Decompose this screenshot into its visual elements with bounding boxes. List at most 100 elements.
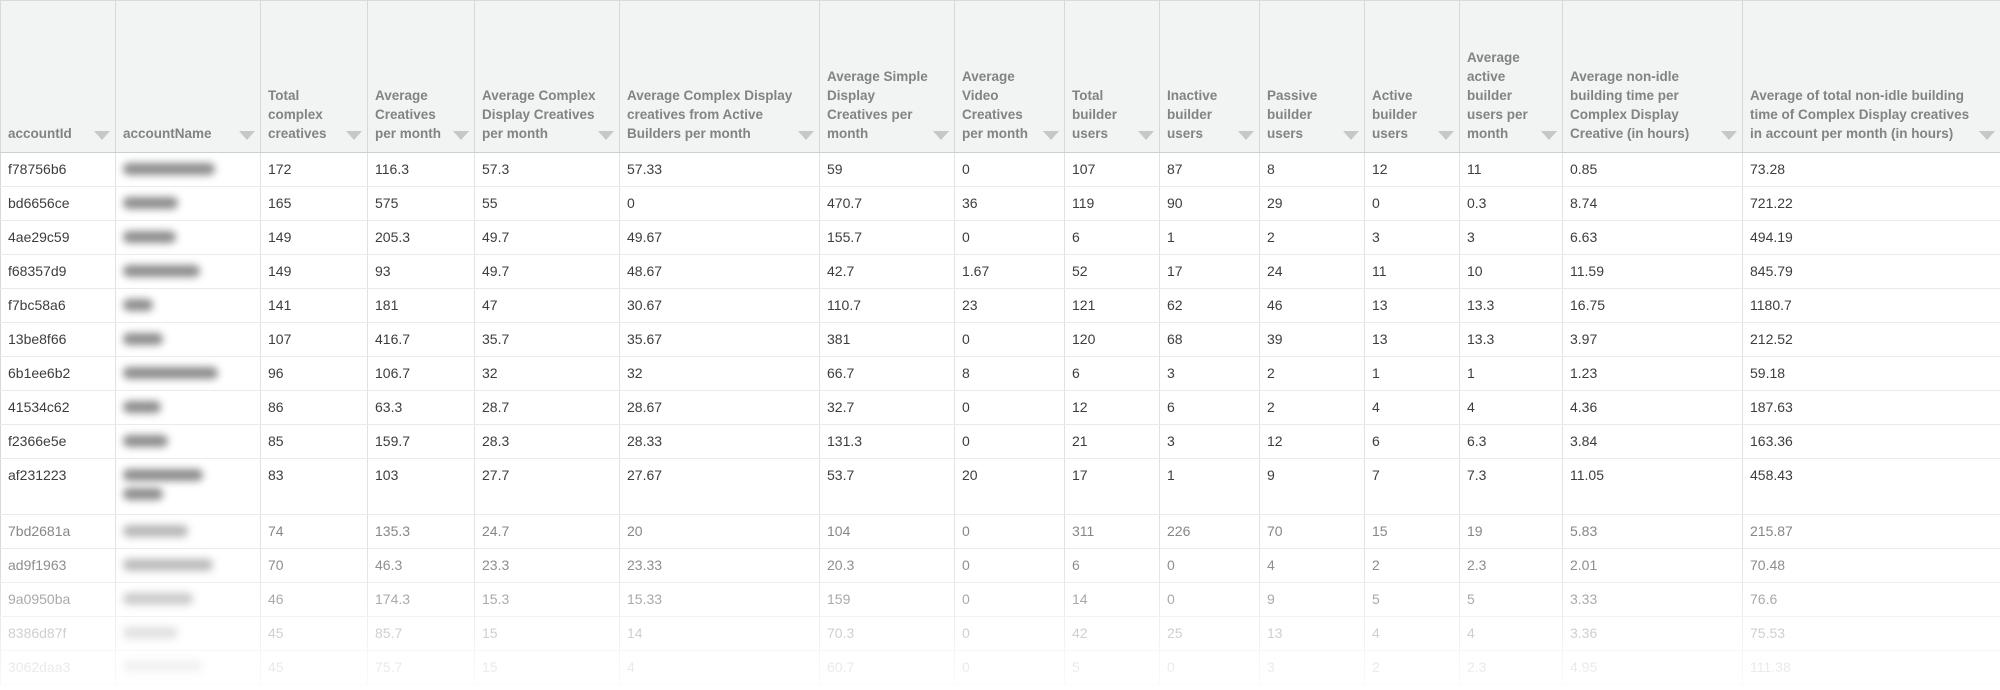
filter-dropdown-icon[interactable] [1979,131,1995,140]
cell-avgVideoCreativesPerMonth: 20 [954,458,1065,515]
column-header-passiveBuilderUsers[interactable]: Passive builder users [1259,0,1365,153]
cell-inactiveBuilderUsers: 87 [1159,152,1260,187]
cell-passiveBuilderUsers: 2 [1259,220,1365,255]
column-header-accountName[interactable]: accountName [115,0,261,153]
column-header-label: Passive builder users [1267,88,1318,141]
cell-totalComplexCreatives: 70 [260,548,368,583]
cell-avgSimpleDisplayCreativesPerMonth: 110.7 [819,288,955,323]
cell-avgComplexDisplayCreativesPerMonth: 49.7 [474,254,620,289]
cell-totalBuilderUsers: 12 [1064,390,1160,425]
cell-avgComplexDisplayFromActiveBuildersPerMonth: 35.67 [619,322,820,357]
filter-dropdown-icon[interactable] [1043,131,1059,140]
cell-avgActiveBuilderUsersPerMonth: 19 [1459,514,1563,549]
filter-dropdown-icon[interactable] [1138,131,1154,140]
filter-dropdown-icon[interactable] [933,131,949,140]
filter-dropdown-icon[interactable] [239,131,255,140]
cell-passiveBuilderUsers: 9 [1259,582,1365,617]
cell-avgComplexDisplayCreativesPerMonth: 23.3 [474,548,620,583]
filter-dropdown-icon[interactable] [1541,131,1557,140]
cell-avgNonIdleBuildingTimePerCreative: 4.95 [1562,650,1743,685]
cell-inactiveBuilderUsers: 62 [1159,288,1260,323]
cell-avgComplexDisplayFromActiveBuildersPerMonth: 20 [619,514,820,549]
cell-avgSimpleDisplayCreativesPerMonth: 159 [819,582,955,617]
cell-avgComplexDisplayFromActiveBuildersPerMonth: 28.33 [619,424,820,459]
filter-dropdown-icon[interactable] [1721,131,1737,140]
filter-dropdown-icon[interactable] [94,131,110,140]
cell-avgSimpleDisplayCreativesPerMonth: 104 [819,514,955,549]
redacted-name-blob [123,299,153,311]
filter-dropdown-icon[interactable] [1438,131,1454,140]
cell-totalComplexCreatives: 107 [260,322,368,357]
column-header-avgComplexDisplayCreativesPerMonth[interactable]: Average Complex Display Creatives per mo… [474,0,620,153]
filter-dropdown-icon[interactable] [1343,131,1359,140]
cell-passiveBuilderUsers: 2 [1259,390,1365,425]
table-row: 4ae29c59 149 205.3 49.7 49.67 155.7 0 6 1 2 3 3 6.63… [0,220,2000,255]
table-row: 9a0950ba 46 174.3 15.3 15.33 159 0 14 0 9 5 5 3.33 76… [0,582,2000,617]
cell-avgSimpleDisplayCreativesPerMonth: 53.7 [819,458,955,515]
redacted-name-blob [123,488,163,500]
column-header-avgActiveBuilderUsersPerMonth[interactable]: Average active builder users per month [1459,0,1563,153]
column-header-totalComplexCreatives[interactable]: Total complex creatives [260,0,368,153]
column-header-accountId[interactable]: accountId [0,0,116,153]
cell-avgComplexDisplayCreativesPerMonth: 28.3 [474,424,620,459]
cell-totalBuilderUsers: 42 [1064,616,1160,651]
cell-totalComplexCreatives: 46 [260,582,368,617]
column-header-avgSimpleDisplayCreativesPerMonth[interactable]: Average Simple Display Creatives per mon… [819,0,955,153]
cell-avgActiveBuilderUsersPerMonth: 13.3 [1459,288,1563,323]
cell-inactiveBuilderUsers: 1 [1159,220,1260,255]
cell-avgVideoCreativesPerMonth: 23 [954,288,1065,323]
cell-avgTotalNonIdleBuildingTimePerMonth: 845.79 [1742,254,2000,289]
table-row: f2366e5e 85 159.7 28.3 28.33 131.3 0 21 3 12 6 6.3 3… [0,424,2000,459]
cell-avgTotalNonIdleBuildingTimePerMonth: 111.38 [1742,650,2000,685]
cell-avgTotalNonIdleBuildingTimePerMonth: 215.87 [1742,514,2000,549]
column-header-avgTotalNonIdleBuildingTimePerMonth[interactable]: Average of total non-idle building time … [1742,0,2000,153]
cell-avgCreativesPerMonth: 93 [367,254,475,289]
redacted-name-blob [123,163,215,175]
cell-avgComplexDisplayFromActiveBuildersPerMonth: 4 [619,650,820,685]
cell-avgNonIdleBuildingTimePerCreative: 3.84 [1562,424,1743,459]
filter-dropdown-icon[interactable] [346,131,362,140]
cell-avgActiveBuilderUsersPerMonth: 7.3 [1459,458,1563,515]
redacted-name-blob [123,525,188,537]
table-row: af231223 83 103 27.7 27.67 53.7 20 17 1 9 7 7.3 11.0… [0,458,2000,515]
cell-avgCreativesPerMonth: 116.3 [367,152,475,187]
column-header-label: accountName [123,126,212,141]
cell-avgActiveBuilderUsersPerMonth: 4 [1459,616,1563,651]
redacted-name-blob [123,627,178,639]
cell-passiveBuilderUsers: 24 [1259,254,1365,289]
cell-avgSimpleDisplayCreativesPerMonth: 20.3 [819,548,955,583]
cell-totalComplexCreatives: 149 [260,254,368,289]
column-header-avgCreativesPerMonth[interactable]: Average Creatives per month [367,0,475,153]
cell-accountId: f68357d9 [0,254,116,289]
cell-inactiveBuilderUsers: 226 [1159,514,1260,549]
table-body: f78756b6 172 116.3 57.3 57.33 59 0 107 87 8 12 11 0.… [0,152,2000,685]
column-header-label: Average of total non-idle building time … [1750,88,1970,141]
filter-dropdown-icon[interactable] [598,131,614,140]
cell-avgTotalNonIdleBuildingTimePerMonth: 458.43 [1742,458,2000,515]
cell-totalBuilderUsers: 14 [1064,582,1160,617]
filter-dropdown-icon[interactable] [1238,131,1254,140]
column-header-avgComplexDisplayFromActiveBuildersPerMonth[interactable]: Average Complex Display creatives from A… [619,0,820,153]
column-header-totalBuilderUsers[interactable]: Total builder users [1064,0,1160,153]
column-header-avgNonIdleBuildingTimePerCreative[interactable]: Average non-idle building time per Compl… [1562,0,1743,153]
cell-avgVideoCreativesPerMonth: 0 [954,514,1065,549]
table-row: bd6656ce 165 575 55 0 470.7 36 119 90 29 0 0.3 8.74 7… [0,186,2000,221]
cell-avgTotalNonIdleBuildingTimePerMonth: 76.6 [1742,582,2000,617]
redacted-name-blob [123,593,193,605]
cell-avgVideoCreativesPerMonth: 1.67 [954,254,1065,289]
cell-avgComplexDisplayCreativesPerMonth: 55 [474,186,620,221]
cell-avgCreativesPerMonth: 181 [367,288,475,323]
filter-dropdown-icon[interactable] [453,131,469,140]
cell-avgVideoCreativesPerMonth: 0 [954,582,1065,617]
cell-avgCreativesPerMonth: 63.3 [367,390,475,425]
column-header-avgVideoCreativesPerMonth[interactable]: Average Video Creatives per month [954,0,1065,153]
cell-accountId: f78756b6 [0,152,116,187]
cell-activeBuilderUsers: 15 [1364,514,1460,549]
cell-avgActiveBuilderUsersPerMonth: 6.3 [1459,424,1563,459]
cell-avgComplexDisplayCreativesPerMonth: 15.3 [474,582,620,617]
column-header-inactiveBuilderUsers[interactable]: Inactive builder users [1159,0,1260,153]
cell-avgTotalNonIdleBuildingTimePerMonth: 59.18 [1742,356,2000,391]
column-header-activeBuilderUsers[interactable]: Active builder users [1364,0,1460,153]
cell-avgVideoCreativesPerMonth: 36 [954,186,1065,221]
filter-dropdown-icon[interactable] [798,131,814,140]
